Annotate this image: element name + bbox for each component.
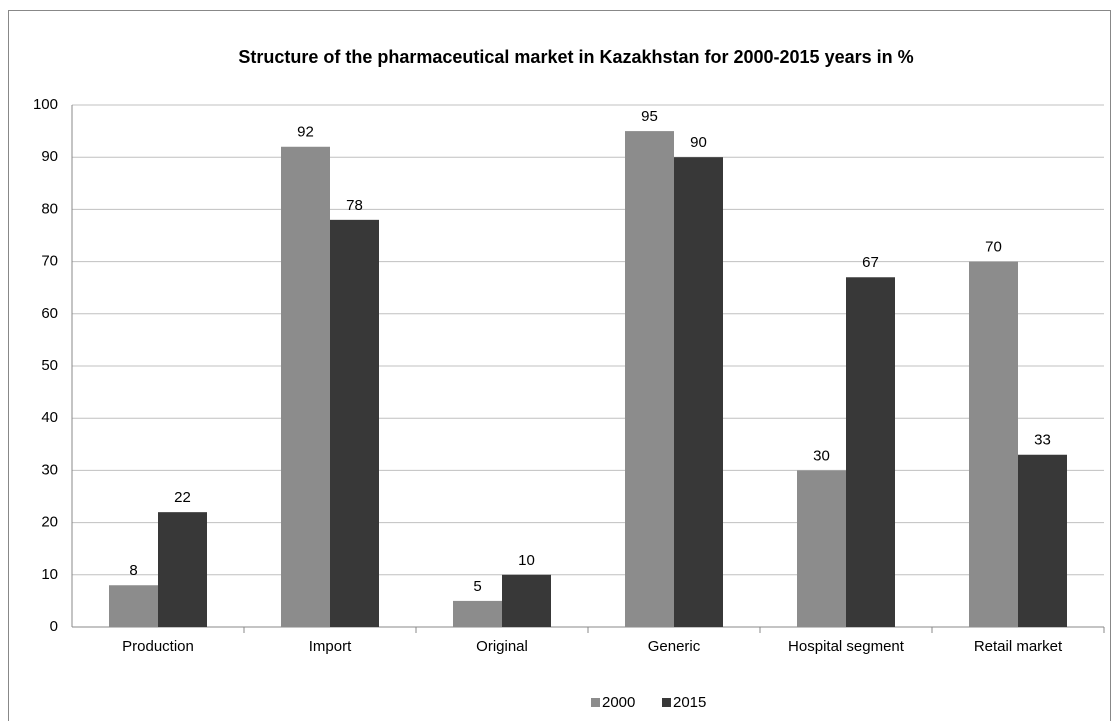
value-label: 33 [1034,432,1051,449]
bar [109,585,158,627]
bar [158,512,207,627]
bar [281,146,330,627]
y-tick-label: 50 [41,357,58,374]
value-label: 67 [862,254,879,271]
value-label: 92 [297,124,314,141]
bar [502,574,551,627]
value-label: 22 [174,489,191,506]
y-tick-label: 40 [41,409,58,426]
value-label: 30 [813,447,830,464]
x-tick-label: Production [122,638,194,655]
x-tick-label: Original [476,638,528,655]
x-tick-label: Hospital segment [788,638,905,655]
y-tick-label: 0 [50,618,58,635]
bar [969,261,1018,627]
bar [453,600,502,627]
bar [625,131,674,627]
y-tick-label: 30 [41,461,58,478]
y-tick-label: 60 [41,305,58,322]
legend-label: 2015 [673,694,706,711]
legend-label: 2000 [602,694,635,711]
y-tick-label: 90 [41,148,58,165]
y-tick-label: 10 [41,566,58,583]
x-tick-label: Generic [648,638,701,655]
chart-title: Structure of the pharmaceutical market i… [238,47,913,67]
value-label: 70 [985,239,1002,256]
value-label: 95 [641,108,658,125]
value-label: 5 [473,578,481,595]
bar [1018,454,1067,627]
y-tick-label: 20 [41,514,58,531]
value-label: 90 [690,134,707,151]
y-tick-label: 80 [41,200,58,217]
value-label: 78 [346,197,363,214]
bar [846,277,895,627]
y-tick-label: 70 [41,253,58,270]
y-tick-label: 100 [33,96,58,113]
legend-swatch [662,698,671,707]
x-tick-label: Retail market [974,638,1063,655]
value-label: 10 [518,552,535,569]
legend-swatch [591,698,600,707]
bar [674,157,723,627]
bar [330,219,379,627]
bar [797,470,846,627]
value-label: 8 [129,562,137,579]
x-tick-label: Import [309,638,352,655]
